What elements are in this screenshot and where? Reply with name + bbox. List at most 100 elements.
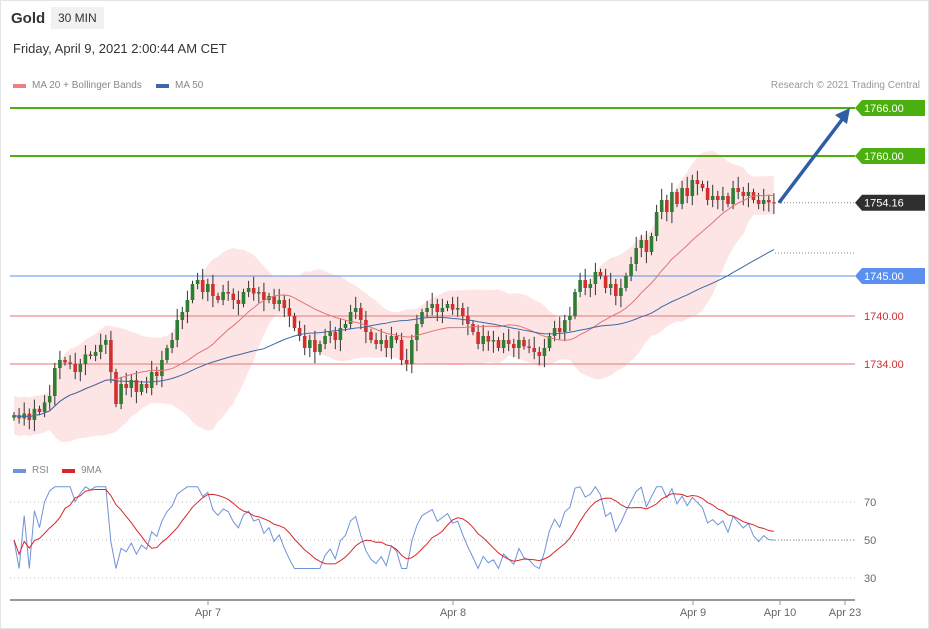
candle	[109, 330, 113, 384]
candle	[379, 328, 383, 352]
candle	[37, 405, 42, 416]
rsi-swatch	[13, 468, 26, 473]
candle-body	[557, 328, 562, 332]
candle	[568, 306, 572, 332]
candle-body	[710, 196, 715, 200]
candle-body	[93, 352, 98, 356]
candle	[297, 320, 302, 342]
candle	[93, 344, 98, 362]
candle-body	[262, 292, 266, 300]
candle	[471, 320, 475, 336]
candle	[195, 272, 200, 290]
datetime-label: Friday, April 9, 2021 2:00:44 AM CET	[13, 41, 227, 56]
candle	[155, 366, 159, 386]
candle-body	[384, 340, 389, 348]
candle	[608, 272, 613, 296]
ma50-swatch	[156, 83, 169, 88]
candle-body	[588, 284, 593, 288]
candle	[119, 376, 123, 410]
candle-body	[629, 264, 633, 276]
legend-rsi: RSI	[13, 465, 49, 476]
level-tag-bg	[855, 194, 925, 211]
candle-body	[644, 240, 649, 252]
candle	[445, 300, 450, 312]
candle-body	[695, 180, 700, 184]
candle	[491, 330, 496, 353]
candle	[761, 188, 766, 212]
candle-body	[180, 312, 185, 320]
candle-body	[603, 276, 608, 288]
candle-body	[287, 308, 292, 316]
candle	[583, 268, 587, 296]
candle-body	[343, 324, 348, 328]
9ma-swatch	[62, 468, 75, 473]
level-label: 1754.16	[864, 198, 904, 210]
candle-body	[731, 188, 735, 204]
candle-body	[359, 308, 363, 320]
candle-body	[221, 292, 225, 300]
candle	[98, 333, 103, 360]
timeframe-button[interactable]: 30 MIN	[51, 7, 104, 29]
candle-body	[78, 364, 83, 372]
candle-body	[649, 236, 654, 252]
candle-body	[200, 280, 205, 292]
candle	[450, 296, 455, 315]
candle-body	[333, 332, 338, 340]
level-label: 1766.00	[864, 103, 904, 115]
candle-body	[175, 320, 179, 340]
candle-body	[190, 284, 195, 300]
candle-body	[53, 368, 57, 396]
candle	[430, 292, 434, 316]
candle-body	[598, 272, 603, 276]
candle-body	[624, 276, 628, 288]
candle	[665, 194, 669, 222]
candle-body	[578, 280, 582, 292]
candle-body	[670, 192, 674, 212]
candle	[302, 324, 307, 356]
candle	[399, 332, 404, 366]
candle	[282, 294, 287, 318]
candle	[139, 380, 144, 396]
candle	[104, 334, 108, 354]
candle-body	[527, 346, 531, 348]
candle-body	[517, 340, 521, 348]
candle-body	[716, 196, 720, 200]
candle	[527, 339, 531, 354]
candle-body	[461, 308, 465, 316]
candle-body	[583, 280, 587, 288]
candle	[58, 350, 62, 380]
candle	[659, 188, 664, 220]
candle	[573, 288, 577, 320]
candle-body	[680, 188, 684, 204]
candle	[710, 184, 715, 208]
candle	[42, 395, 47, 418]
candle-body	[690, 180, 695, 196]
candle-body	[364, 320, 368, 332]
legend-rsi-label: RSI	[32, 465, 49, 476]
legend-bollinger: MA 20 + Bollinger Bands	[13, 80, 142, 91]
candle	[277, 288, 281, 312]
candle-body	[761, 200, 766, 204]
candle	[47, 384, 52, 410]
bollinger-swatch	[13, 83, 26, 88]
target-arrow-shaft	[777, 115, 846, 204]
candle-body	[32, 408, 37, 420]
candle-body	[552, 328, 557, 336]
candle-body	[302, 336, 307, 348]
candle-body	[37, 408, 42, 412]
candle-body	[206, 284, 210, 292]
candle	[185, 290, 190, 324]
candle-body	[12, 415, 16, 418]
candle-body	[410, 340, 414, 364]
candle-body	[654, 212, 659, 236]
ma20-line	[13, 194, 774, 418]
candle	[512, 338, 516, 358]
candle	[522, 336, 526, 350]
candle	[486, 330, 491, 351]
candle	[216, 292, 220, 304]
level-tag-1766.00: 1766.00	[855, 100, 925, 116]
candle-body	[512, 344, 516, 348]
candle	[532, 336, 536, 360]
candle-body	[348, 312, 353, 324]
candle-body	[455, 308, 460, 310]
